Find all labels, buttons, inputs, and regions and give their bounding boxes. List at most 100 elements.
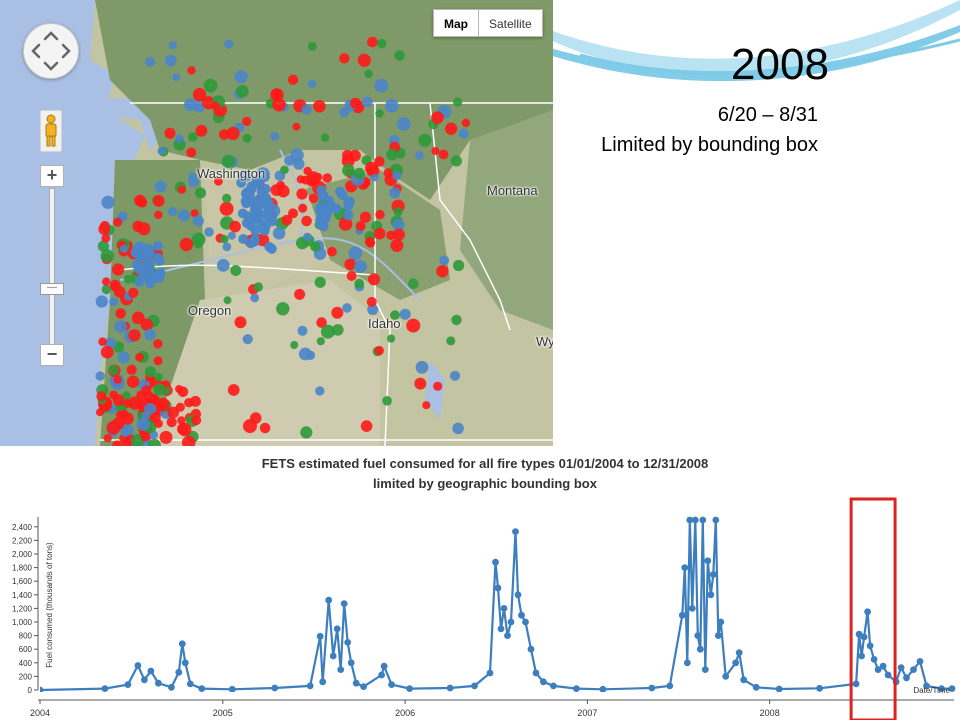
zoom-slider-thumb[interactable]: — — [40, 283, 64, 295]
fire-marker — [249, 236, 260, 247]
fire-marker — [453, 97, 463, 107]
fire-marker — [375, 109, 384, 118]
fire-marker — [238, 234, 249, 244]
fire-marker — [433, 381, 443, 391]
data-point — [316, 632, 324, 640]
fire-marker — [382, 396, 392, 406]
fire-marker — [293, 158, 305, 170]
fire-marker — [220, 235, 229, 244]
street-view-pegman-icon[interactable] — [40, 110, 62, 152]
fire-marker — [360, 420, 373, 432]
fire-marker — [140, 318, 153, 331]
fire-marker — [367, 304, 379, 316]
fire-marker — [355, 221, 366, 231]
data-point — [40, 686, 44, 692]
data-point — [186, 680, 194, 688]
fire-marker — [101, 284, 112, 295]
fire-marker — [241, 198, 252, 209]
data-point — [497, 625, 505, 633]
fire-marker — [114, 320, 128, 334]
fire-marker — [195, 124, 208, 137]
y-tick-label: 0 — [28, 686, 33, 695]
fire-marker — [112, 394, 125, 406]
data-point — [732, 659, 740, 667]
fire-marker — [152, 195, 165, 207]
fire-marker — [177, 209, 190, 222]
fire-marker — [342, 303, 352, 313]
data-point — [329, 652, 337, 660]
fire-marker — [349, 149, 361, 162]
data-point — [688, 605, 696, 612]
data-point — [306, 682, 314, 690]
fire-marker — [103, 434, 112, 443]
fire-marker — [109, 297, 118, 307]
fire-marker — [154, 419, 163, 428]
fire-marker — [422, 401, 431, 410]
fire-marker — [292, 122, 301, 131]
data-point — [681, 564, 689, 571]
fire-marker — [301, 215, 312, 227]
data-point — [333, 625, 341, 633]
data-point — [740, 676, 748, 684]
zoom-slider-track[interactable] — [49, 188, 55, 346]
zoom-in-button[interactable]: + — [40, 165, 64, 187]
x-tick-label: 2006 — [395, 708, 415, 718]
fire-marker — [120, 423, 134, 438]
fire-marker — [242, 334, 253, 345]
data-point — [701, 666, 709, 673]
fire-marker — [394, 50, 405, 61]
data-point — [388, 681, 395, 688]
fire-marker — [290, 148, 304, 162]
fire-marker — [288, 208, 298, 219]
data-point — [325, 596, 333, 604]
fire-marker — [392, 171, 402, 181]
fire-marker — [236, 85, 249, 98]
fire-marker — [377, 38, 387, 49]
fire-marker — [364, 69, 373, 79]
x-tick-label: 2004 — [30, 708, 50, 718]
data-point — [540, 678, 547, 686]
fire-marker — [272, 227, 286, 240]
data-point — [714, 632, 722, 639]
data-point — [709, 571, 717, 578]
fire-marker — [354, 260, 367, 273]
data-point — [486, 669, 494, 677]
data-point — [897, 664, 905, 671]
fire-marker — [366, 296, 377, 307]
zoom-out-button[interactable]: − — [40, 344, 64, 366]
fire-marker — [246, 215, 257, 226]
fire-marker — [135, 352, 144, 362]
pan-arrows-icon — [31, 31, 71, 71]
data-point — [319, 678, 327, 686]
fire-marker — [339, 53, 350, 64]
fire-marker — [318, 191, 329, 202]
pan-control[interactable] — [23, 23, 79, 79]
fire-markers — [95, 36, 470, 446]
fire-marker — [261, 192, 272, 203]
data-point — [518, 611, 525, 619]
data-point — [855, 630, 863, 638]
fire-marker — [153, 356, 163, 366]
fire-marker — [153, 339, 163, 349]
fire-marker — [184, 98, 197, 112]
fire-marker — [117, 351, 130, 364]
y-tick-label: 1,600 — [12, 577, 33, 586]
map-type-map-button[interactable]: Map — [433, 9, 478, 37]
fire-map[interactable]: Washington Oregon Idaho Montana Wy Map S… — [0, 0, 553, 446]
fire-marker — [188, 172, 197, 181]
fire-marker — [229, 220, 241, 233]
fire-marker — [153, 383, 166, 396]
fire-marker — [234, 70, 248, 84]
fire-marker — [191, 415, 202, 426]
fire-marker — [193, 239, 203, 249]
data-point — [903, 674, 910, 682]
fire-marker — [203, 78, 218, 93]
fire-marker — [234, 316, 247, 329]
data-point — [507, 618, 515, 626]
fire-marker — [246, 181, 257, 192]
data-point — [340, 600, 348, 607]
fire-marker — [415, 360, 429, 374]
map-type-satellite-button[interactable]: Satellite — [478, 9, 543, 37]
fire-marker — [222, 193, 232, 203]
data-point — [735, 649, 743, 656]
